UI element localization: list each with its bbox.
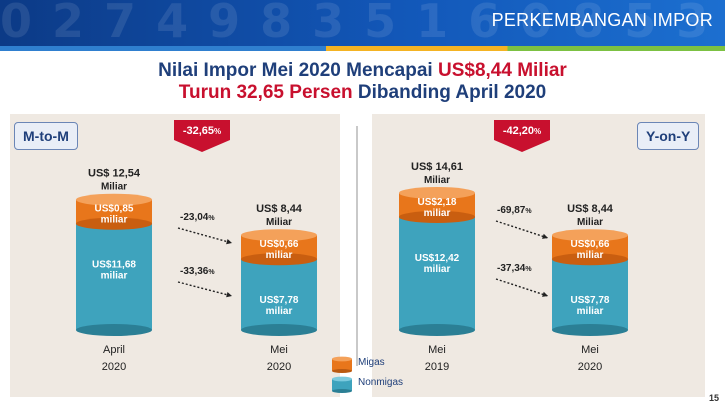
bar-4-nonmigas-segment (552, 259, 628, 330)
bar-3-nonmigas-base (399, 324, 475, 336)
mtm-tag: M-to-M (14, 122, 78, 150)
legend-label-nonmigas: Nonmigas (358, 377, 404, 388)
bar-1-migas-top (76, 193, 152, 206)
change-2-arrow-line (177, 281, 233, 297)
bar-1-month-label: April (103, 344, 125, 356)
bar-3-migas-bottom-edge (399, 210, 475, 223)
legend-item-nonmigas: Nonmigas (330, 375, 403, 393)
bar-2-year-label: 2020 (267, 361, 291, 373)
change-1-value: -23,04% (180, 212, 215, 223)
bar-3-nonmigas-label: US$12,42 (415, 253, 460, 264)
bar-4-migas-unit: miliar (577, 250, 604, 261)
change-3-arrow-line (495, 220, 549, 239)
bar-3-migas-top (399, 186, 475, 199)
bar-4-total-label: US$ 8,44 (567, 203, 614, 215)
change-4-value: -37,34% (497, 263, 532, 274)
change-2-unit: % (208, 269, 215, 276)
yoy-badge-value: -42,20% (503, 125, 541, 137)
bar-2-migas-bottom-edge (241, 253, 317, 266)
bar-1-nonmigas-unit: miliar (101, 271, 128, 282)
change-3-unit: % (525, 208, 532, 215)
bar-1-migas-label: US$0,85 (95, 204, 134, 215)
legend-swatch-nonmigas (332, 376, 352, 393)
bar-3-month-label: Mei (428, 344, 446, 356)
bar-2-total-unit: Miliar (266, 217, 292, 228)
bar-1-nonmigas-segment (76, 223, 152, 330)
legend-item-migas: Migas (330, 355, 385, 373)
headline-line-2-highlight: Turun 32,65 Persen (178, 82, 353, 103)
bar-4-migas-label: US$0,66 (571, 239, 610, 250)
change-1-arrow-head (226, 238, 232, 245)
bar-1-nonmigas-base (76, 324, 152, 336)
bar-4-migas-bottom-edge (552, 253, 628, 266)
change-4-arrow-line (495, 278, 549, 297)
bar-2-nonmigas-base (241, 324, 317, 336)
bar-4-month-label: Mei (581, 344, 599, 356)
bar-3-total-label: US$ 14,61 (411, 161, 463, 173)
bar-3-migas-label: US$2,18 (418, 197, 457, 208)
change-2-arrow-head (226, 292, 232, 298)
bar-3-migas-unit: miliar (424, 208, 451, 219)
bar-2-migas-unit: miliar (266, 250, 293, 261)
legend-label-migas: Migas (358, 357, 385, 368)
bar-3-nonmigas-unit: miliar (424, 264, 451, 275)
change-1-unit: % (208, 215, 215, 222)
headline-line-1-prefix: Nilai Impor Mei 2020 Mencapai (158, 60, 438, 81)
bar-4-nonmigas-label: US$7,78 (571, 295, 610, 306)
bar-1-total-label: US$ 12,54 (88, 168, 141, 180)
change-4-arrow-head (542, 291, 548, 297)
header-banner: 0 2 7 4 9 8 3 5 1 6 0 8 5 3 9 2 4 7 PERK… (0, 0, 725, 46)
headline-line-2-suffix: Dibanding April 2020 (352, 82, 547, 103)
bar-1-total-unit: Miliar (101, 182, 127, 193)
bar-1-migas-bottom-edge (76, 217, 152, 230)
yoy-tag: Y-on-Y (637, 122, 700, 150)
bar-3-total-unit: Miliar (424, 175, 450, 186)
bar-4-total-unit: Miliar (577, 217, 603, 228)
headline-line-2: Turun 32,65 Persen Dibanding April 2020 (0, 82, 725, 104)
mtm-badge-shape (174, 120, 230, 152)
change-2-value: -33,36% (180, 266, 215, 277)
bar-2-month-label: Mei (270, 344, 288, 356)
bar-4-year-label: 2020 (578, 361, 602, 373)
bar-4-nonmigas-base (552, 324, 628, 336)
bar-4-nonmigas-unit: miliar (577, 306, 604, 317)
bar-2-migas-label: US$0,66 (260, 239, 299, 250)
headline-line-1-highlight: US$8,44 Miliar (437, 60, 567, 81)
header-stripe (0, 46, 725, 51)
mtm-badge-unit: % (214, 127, 221, 136)
yoy-badge-shape (494, 120, 550, 152)
yoy-badge-unit: % (534, 127, 541, 136)
panel-divider (356, 126, 358, 366)
bar-1-year-label: 2020 (102, 361, 126, 373)
headline-line-1: Nilai Impor Mei 2020 Mencapai US$8,44 Mi… (0, 60, 725, 82)
mtm-badge-value: -32,65% (183, 125, 221, 137)
bar-4-migas-top (552, 229, 628, 242)
bar-2-nonmigas-unit: miliar (266, 306, 293, 317)
bar-3-nonmigas-segment (399, 216, 475, 330)
bar-2-total-label: US$ 8,44 (256, 203, 303, 215)
bar-2-nonmigas-segment (241, 259, 317, 330)
change-3-arrow-head (542, 233, 548, 239)
bar-1-migas-unit: miliar (101, 215, 128, 226)
bar-2-migas-top (241, 229, 317, 242)
page-title: PERKEMBANGAN IMPOR (491, 10, 713, 30)
bar-1-nonmigas-label: US$11,68 (92, 260, 136, 271)
change-1-arrow-line (177, 227, 233, 244)
page-number: 15 (708, 393, 719, 403)
legend-swatch-migas (332, 356, 352, 373)
change-4-unit: % (525, 266, 532, 273)
bar-2-nonmigas-label: US$7,78 (260, 295, 299, 306)
bar-3-year-label: 2019 (425, 361, 449, 373)
banner-background-pattern: 0 2 7 4 9 8 3 5 1 6 0 8 5 3 9 2 4 7 (0, 0, 725, 46)
change-3-value: -69,87% (497, 205, 532, 216)
